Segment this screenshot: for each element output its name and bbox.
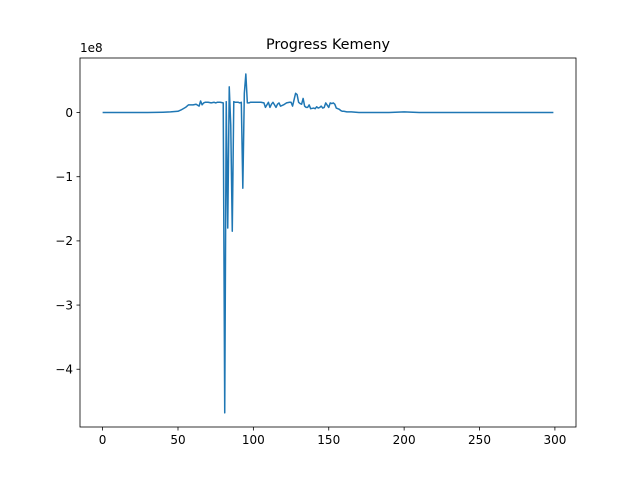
x-tick-label: 200	[393, 433, 416, 447]
series-line-0	[102, 73, 554, 414]
y-tick-label: 0	[65, 106, 73, 120]
chart-title: Progress Kemeny	[266, 37, 391, 53]
x-tick-label: 150	[317, 433, 340, 447]
axes-frame	[79, 57, 577, 428]
y-tick-label: −1	[55, 170, 73, 184]
x-tick-label: 300	[543, 433, 566, 447]
x-tick-label: 250	[468, 433, 491, 447]
x-tick-label: 0	[99, 433, 107, 447]
y-tick-label: −3	[55, 298, 73, 312]
plot-area	[102, 73, 554, 414]
y-axis: 0 −1 −2 −3 −4	[55, 106, 80, 377]
y-scale-label: 1e8	[80, 41, 103, 55]
x-tick-label: 50	[170, 433, 185, 447]
y-tick-label: −2	[55, 234, 73, 248]
x-axis: 0 50 100 150 200 250 300	[99, 427, 566, 447]
x-tick-label: 100	[242, 433, 265, 447]
y-tick-label: −4	[55, 363, 73, 377]
